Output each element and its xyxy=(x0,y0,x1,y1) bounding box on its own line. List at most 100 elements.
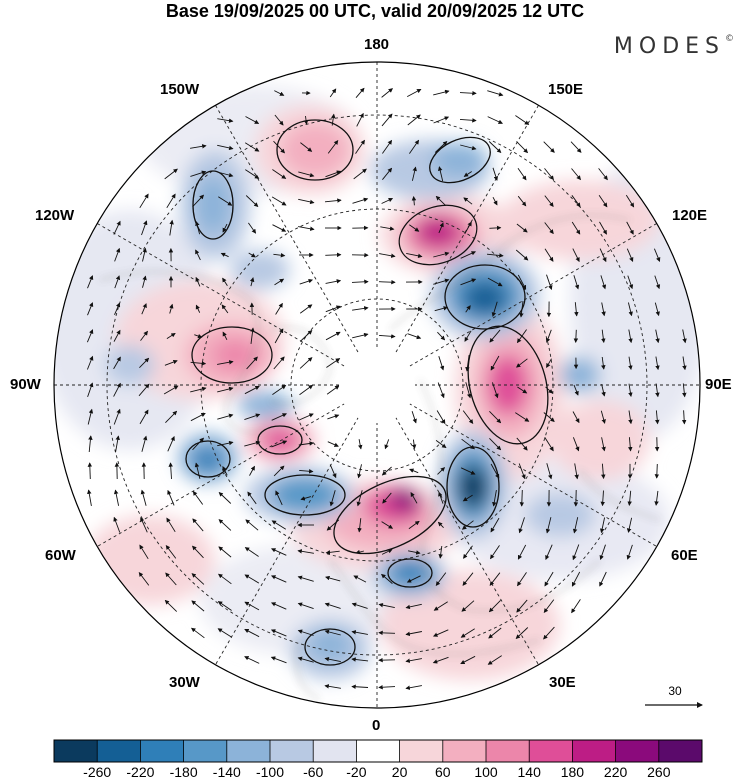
wind-vector xyxy=(571,168,581,181)
wind-vector xyxy=(356,112,364,127)
wind-vector xyxy=(465,382,472,399)
wind-vector xyxy=(515,412,530,422)
wind-vector xyxy=(169,219,174,236)
wind-vector xyxy=(113,516,121,533)
wind-vector xyxy=(140,489,147,506)
wind-vector xyxy=(653,248,661,262)
wind-vector xyxy=(571,599,581,614)
wind-vector xyxy=(250,327,255,344)
reference-vector-label: 30 xyxy=(668,684,682,698)
wind-vector xyxy=(487,90,504,97)
lon-label-180: 180 xyxy=(364,36,390,53)
wind-vector xyxy=(274,328,284,344)
wind-vector xyxy=(113,220,121,235)
wind-vector xyxy=(217,601,232,611)
wind-vector xyxy=(411,411,417,424)
lon-label-90e: 90E xyxy=(705,376,732,393)
wind-vector xyxy=(599,571,607,587)
wind-vector xyxy=(352,332,369,339)
wind-vector xyxy=(519,489,525,507)
wind-vector xyxy=(249,465,255,476)
wind-vector xyxy=(625,194,635,208)
colorbar-cell xyxy=(356,740,401,762)
wind-vector xyxy=(351,630,368,635)
wind-vector xyxy=(324,684,341,689)
wind-vector xyxy=(516,437,528,451)
wind-vector xyxy=(297,656,314,663)
wind-vector xyxy=(299,384,314,396)
wind-vector xyxy=(275,302,283,315)
wind-vector xyxy=(487,655,502,665)
wind-vector xyxy=(655,383,660,398)
wind-vector xyxy=(405,603,422,610)
wind-vector xyxy=(222,331,228,341)
wind-vector xyxy=(601,437,606,452)
wind-vector xyxy=(601,356,606,370)
colorbar-tick-label: 20 xyxy=(391,764,408,780)
wind-vector xyxy=(464,221,472,235)
wind-vector xyxy=(353,575,367,583)
wind-vector xyxy=(382,492,392,504)
wind-vector xyxy=(489,410,502,424)
wind-vector xyxy=(244,385,260,395)
wind-vector xyxy=(545,329,552,343)
wind-vector xyxy=(325,170,342,178)
wind-vector xyxy=(297,629,314,636)
wind-vector xyxy=(381,573,393,584)
wind-vector xyxy=(297,549,314,554)
wind-vector xyxy=(544,437,554,452)
wind-vector xyxy=(190,412,206,422)
wind-vector xyxy=(462,410,474,424)
wind-vector xyxy=(434,306,449,312)
contours xyxy=(185,119,549,666)
wind-vector xyxy=(599,221,607,235)
wind-vector xyxy=(655,329,660,344)
wind-vector xyxy=(247,491,257,505)
wind-vector xyxy=(245,116,260,124)
wind-vector xyxy=(87,489,92,506)
wind-vector xyxy=(298,441,314,446)
wind-vector xyxy=(601,302,606,317)
wind-vector xyxy=(460,655,476,665)
colorbar-tick-label: -180 xyxy=(169,764,198,780)
wind-vector xyxy=(654,463,660,479)
wind-vector xyxy=(355,139,365,154)
wind-vector xyxy=(628,356,633,371)
wind-vector xyxy=(488,627,502,639)
wind-vector xyxy=(195,304,201,313)
wind-vector xyxy=(271,602,287,610)
wind-vector xyxy=(465,355,470,372)
wind-vector xyxy=(113,489,120,506)
colorbar-cell xyxy=(54,740,98,762)
wind-vector xyxy=(245,519,259,531)
wind-vector xyxy=(326,358,341,368)
wind-vector xyxy=(115,435,120,452)
wind-vector xyxy=(357,439,363,450)
wind-vector xyxy=(460,628,475,638)
wind-vector xyxy=(518,517,525,534)
wind-vector xyxy=(408,520,420,530)
wind-vector xyxy=(411,195,417,206)
wind-vector xyxy=(433,89,450,96)
wind-vector xyxy=(545,517,552,534)
wind-vector xyxy=(408,550,421,555)
wind-vector xyxy=(405,631,422,637)
wind-vector xyxy=(600,275,607,290)
wind-vector xyxy=(191,627,205,639)
wind-vector xyxy=(327,441,339,447)
wind-vector xyxy=(407,333,422,340)
wind-vectors xyxy=(86,87,687,690)
wind-vector xyxy=(601,329,606,344)
wind-vector xyxy=(460,278,477,286)
wind-vector xyxy=(490,463,500,479)
wind-vector xyxy=(300,496,312,501)
wind-vector xyxy=(329,88,337,98)
wind-vector xyxy=(166,332,176,339)
wind-vector xyxy=(324,629,341,636)
colorbar-tick-label: -220 xyxy=(126,764,155,780)
wind-vector xyxy=(325,305,341,313)
wind-vector xyxy=(381,88,393,98)
wind-vector xyxy=(519,301,524,318)
lon-label-120e: 120E xyxy=(672,207,708,224)
wind-vector xyxy=(378,630,396,636)
